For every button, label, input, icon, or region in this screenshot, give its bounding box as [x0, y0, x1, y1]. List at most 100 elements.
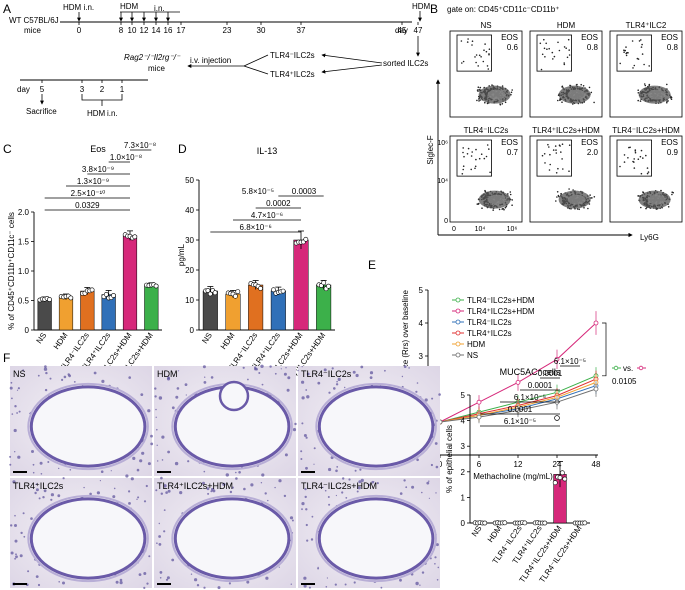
flow-event	[560, 193, 562, 195]
tissue-nucleus	[416, 458, 419, 462]
tissue-nucleus	[146, 582, 149, 585]
tissue-nucleus	[62, 477, 65, 480]
x-tick-label: 6	[477, 460, 482, 469]
flow-plot-title: TLR4⁻ILC2s+HDM	[612, 126, 680, 135]
flow-event	[556, 196, 558, 198]
tissue-nucleus	[68, 374, 71, 378]
tissue-nucleus	[14, 524, 17, 527]
legend-marker	[455, 352, 461, 358]
y-tick-label: 2	[461, 468, 466, 477]
airway-lumen	[173, 497, 291, 580]
tissue-nucleus	[136, 468, 140, 472]
flow-event	[554, 145, 557, 147]
tissue-nucleus	[328, 391, 331, 394]
panel-letter-d: D	[178, 142, 187, 156]
tissue-nucleus	[202, 365, 206, 369]
histology-image: TLR4⁻ILC2s+HDM	[298, 477, 440, 589]
legend-label: HDM	[467, 340, 486, 349]
tissue-nucleus	[303, 434, 307, 437]
tissue-nucleus	[83, 486, 85, 489]
eos-gate	[536, 139, 572, 177]
tissue-nucleus	[9, 386, 13, 390]
legend-label: NS	[467, 351, 478, 360]
comparison-marker-magenta	[638, 365, 644, 371]
flow-event	[633, 158, 635, 160]
flow-event	[666, 83, 668, 86]
flow-gate-label: gate on: CD45⁺CD11c⁻CD11b⁺	[447, 5, 559, 14]
flow-event	[552, 58, 554, 60]
flow-plot-frame	[449, 135, 523, 223]
histology-image: HDM	[154, 364, 297, 477]
tissue-nucleus	[148, 555, 151, 558]
tissue-nucleus	[42, 496, 45, 499]
timeline-mice-label-2: mice	[24, 26, 41, 35]
flow-event	[553, 55, 556, 58]
tissue-nucleus	[336, 380, 338, 383]
tissue-nucleus	[297, 369, 299, 372]
tissue-nucleus	[69, 469, 72, 471]
p-value-label: 6.1×10⁻⁵	[504, 417, 536, 426]
tissue-nucleus	[9, 455, 12, 458]
tissue-nucleus	[242, 366, 245, 369]
tissue-nucleus	[10, 381, 13, 384]
tissue-nucleus	[14, 539, 18, 543]
tissue-nucleus	[274, 372, 277, 375]
tissue-nucleus	[401, 375, 404, 378]
flow-plot-title: HDM	[557, 21, 576, 30]
tissue-nucleus	[161, 459, 164, 461]
y-tick-label: 5	[419, 286, 424, 295]
tissue-nucleus	[165, 491, 168, 494]
flow-event	[655, 208, 658, 210]
eos-gate-label: EOS	[661, 33, 678, 42]
tissue-nucleus	[269, 365, 272, 368]
flow-plot-title: NS	[480, 21, 491, 30]
flow-event	[558, 144, 561, 146]
tissue-nucleus	[424, 398, 428, 402]
tissue-nucleus	[165, 578, 169, 581]
tissue-nucleus	[322, 486, 324, 489]
tissue-nucleus	[44, 365, 47, 368]
flow-event	[548, 146, 550, 148]
tissue-nucleus	[204, 376, 206, 378]
flow-event	[483, 49, 485, 51]
recipient-day-number: 5	[40, 85, 45, 94]
timeline-day-label: 37	[297, 26, 306, 35]
series-point	[476, 399, 482, 405]
p-value-label: 1.0×10⁻⁸	[110, 153, 142, 162]
tissue-nucleus	[306, 539, 309, 542]
tissue-nucleus	[324, 489, 327, 492]
flow-event	[475, 54, 478, 56]
tissue-nucleus	[143, 586, 146, 590]
tissue-nucleus	[327, 496, 330, 498]
vessel-lumen	[218, 380, 250, 412]
flow-plot-frame	[609, 30, 683, 118]
tissue-nucleus	[17, 387, 20, 390]
flow-event	[589, 194, 591, 196]
timeline-day-label: 30	[257, 26, 266, 35]
flow-event	[476, 99, 478, 102]
tissue-nucleus	[93, 371, 97, 375]
tissue-nucleus	[137, 496, 140, 499]
tissue-nucleus	[57, 494, 61, 498]
flow-event	[627, 52, 629, 54]
flow-event	[541, 53, 544, 56]
tissue-nucleus	[147, 409, 151, 413]
eos-gate-label: EOS	[581, 138, 598, 147]
tissue-nucleus	[258, 372, 261, 374]
tlr4-neg-label: TLR4⁻ILC2s	[270, 51, 315, 60]
tissue-nucleus	[119, 581, 123, 585]
flow-event	[572, 189, 574, 191]
data-point	[326, 283, 331, 289]
flow-event	[488, 53, 490, 56]
tissue-nucleus	[10, 551, 14, 555]
tissue-nucleus	[328, 467, 332, 472]
tissue-nucleus	[428, 480, 430, 482]
flow-event	[463, 155, 465, 158]
data-point	[482, 520, 488, 526]
flow-x-tick: 10⁶	[507, 226, 518, 233]
tissue-nucleus	[140, 393, 144, 396]
recipient-hdm-label: HDM	[87, 109, 106, 118]
flow-event	[466, 41, 469, 43]
tissue-nucleus	[294, 422, 297, 426]
